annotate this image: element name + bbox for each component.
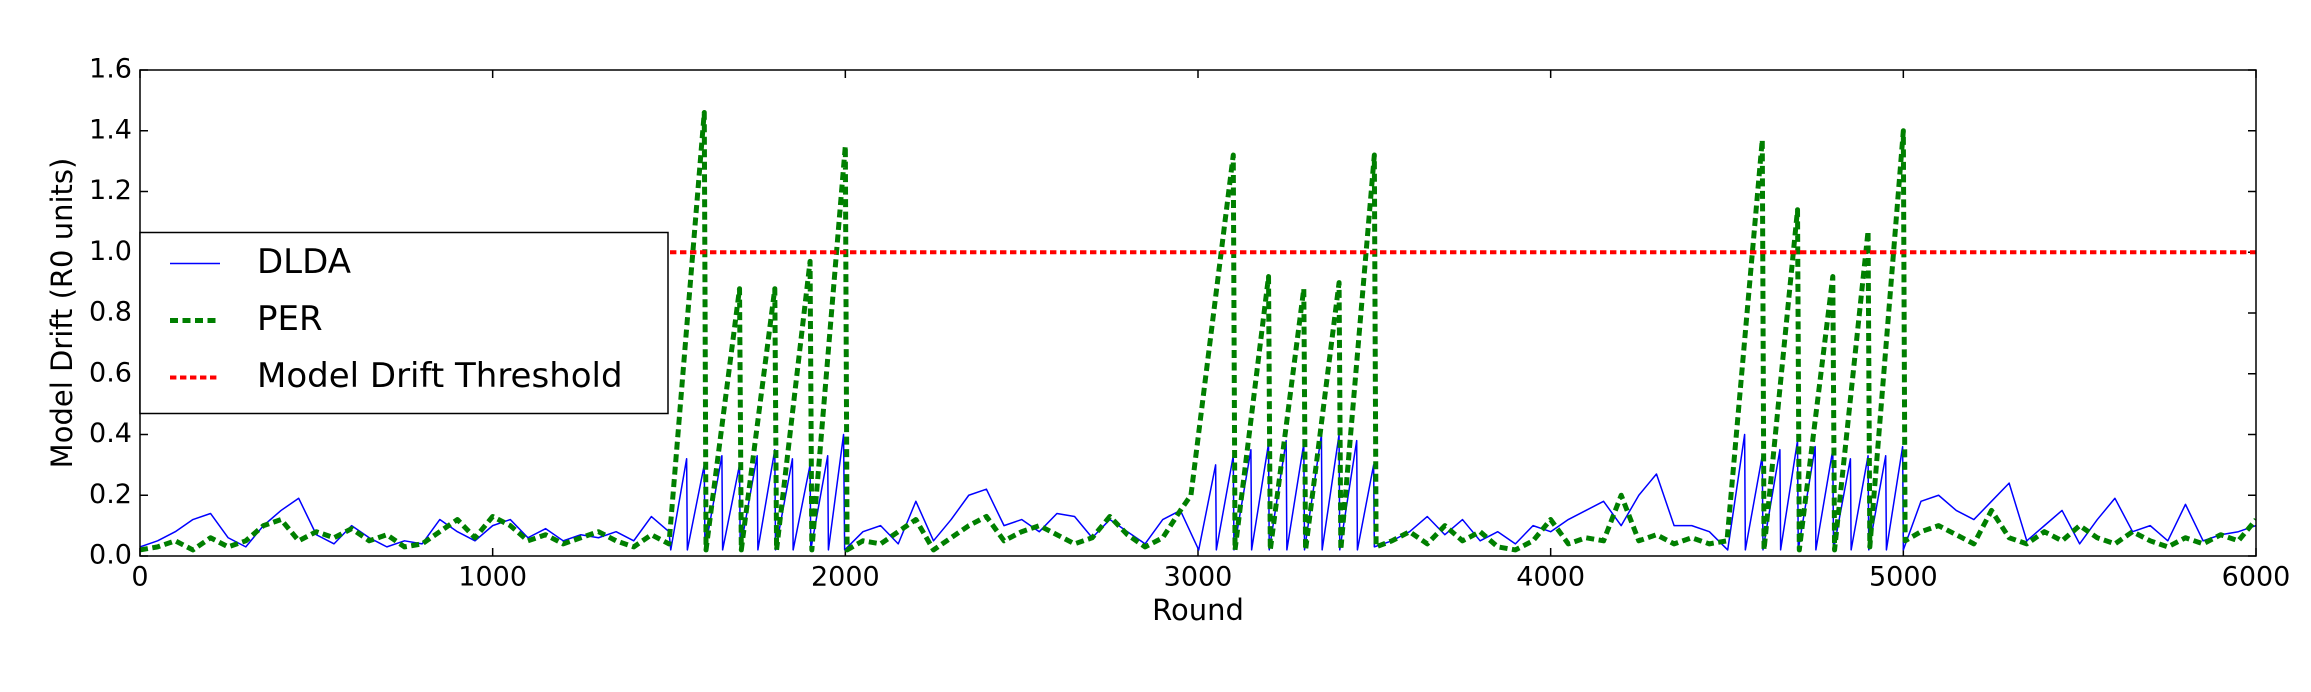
x-tick-label: 4000 [1516, 562, 1585, 593]
y-tick-label: 1.0 [89, 236, 132, 267]
x-tick-label: 1000 [458, 562, 527, 593]
y-tick-label: 0.6 [89, 357, 132, 388]
legend-label: DLDA [257, 242, 351, 282]
x-tick-label: 2000 [811, 562, 880, 593]
legend-label: Model Drift Threshold [257, 356, 623, 396]
x-tick-label: 3000 [1164, 562, 1233, 593]
y-axis-label: Model Drift (R0 units) [45, 158, 79, 469]
x-tick-label: 5000 [1869, 562, 1938, 593]
y-tick-label: 0.0 [89, 540, 132, 571]
y-tick-label: 1.2 [89, 175, 132, 206]
legend-label: PER [257, 299, 323, 339]
y-tick-label: 0.8 [89, 297, 132, 328]
x-tick-label: 6000 [2222, 562, 2291, 593]
x-axis-label: Round [1152, 593, 1244, 627]
y-tick-label: 1.4 [89, 114, 132, 145]
x-tick-label: 0 [131, 562, 148, 593]
y-tick-label: 0.4 [89, 418, 132, 449]
y-tick-label: 0.2 [89, 479, 132, 510]
y-tick-label: 1.6 [89, 54, 132, 85]
legend-box [139, 231, 669, 415]
series-line [140, 110, 2256, 553]
